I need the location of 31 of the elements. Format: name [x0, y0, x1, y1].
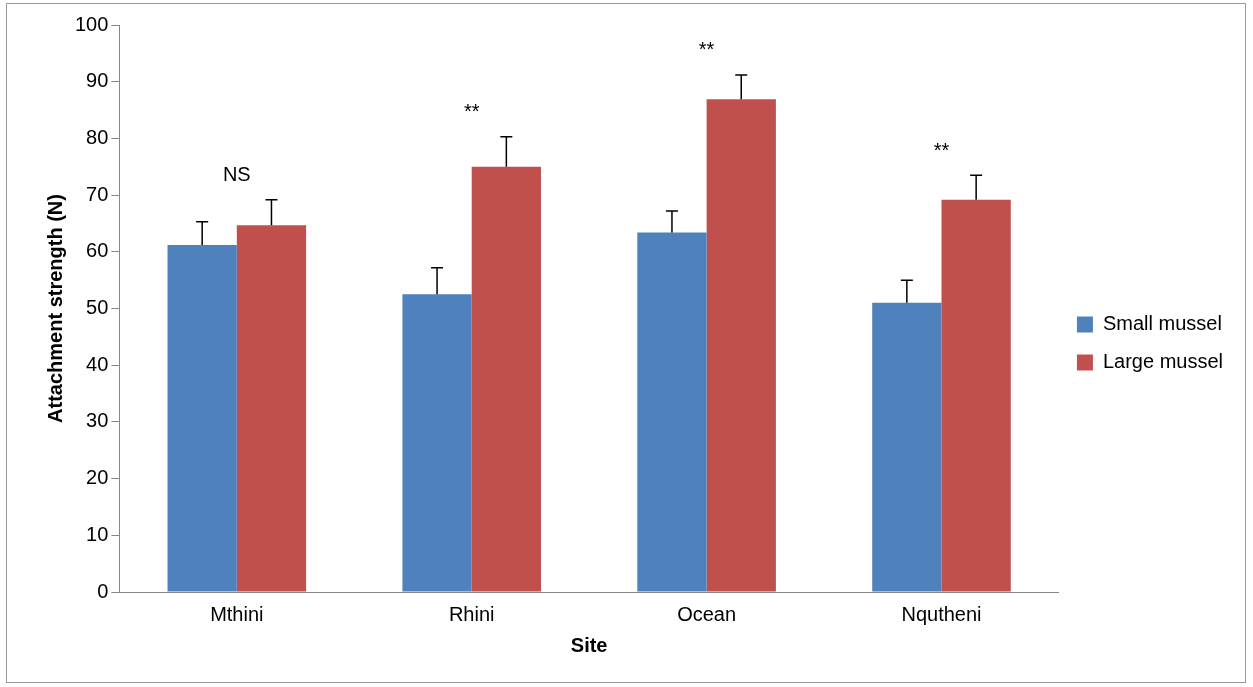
bar	[706, 99, 776, 592]
bar	[471, 166, 541, 592]
y-tick-label: 50	[86, 296, 109, 319]
bar	[167, 245, 237, 592]
y-tick-label: 60	[86, 239, 109, 262]
bar	[236, 225, 307, 592]
y-tick-label: 10	[86, 522, 109, 545]
bar	[402, 294, 472, 592]
x-tick-label: Mthini	[210, 602, 264, 625]
annotation: NS	[222, 163, 251, 186]
y-tick-label: 90	[86, 69, 109, 92]
y-tick-label: 70	[86, 182, 109, 205]
bar	[637, 232, 707, 592]
legend-label: Small mussel	[1102, 312, 1222, 335]
x-tick-label: Ocean	[677, 602, 737, 625]
bar	[872, 302, 942, 592]
x-tick-label: Rhini	[448, 602, 495, 625]
x-tick-label: Nqutheni	[901, 602, 982, 625]
annotation: **	[463, 100, 480, 123]
y-tick-label: 80	[86, 125, 109, 148]
y-tick-label: 30	[86, 409, 109, 432]
legend-label: Large mussel	[1102, 350, 1223, 373]
y-tick-label: 40	[86, 352, 109, 375]
y-tick-label: 20	[86, 466, 109, 489]
y-axis-title: Attachment strength (N)	[43, 194, 66, 423]
annotation: **	[698, 38, 715, 61]
bar	[941, 199, 1011, 592]
x-axis-title: Site	[570, 633, 608, 656]
y-tick-label: 0	[97, 579, 109, 602]
y-tick-label: 100	[74, 12, 109, 35]
annotation: **	[933, 138, 950, 161]
